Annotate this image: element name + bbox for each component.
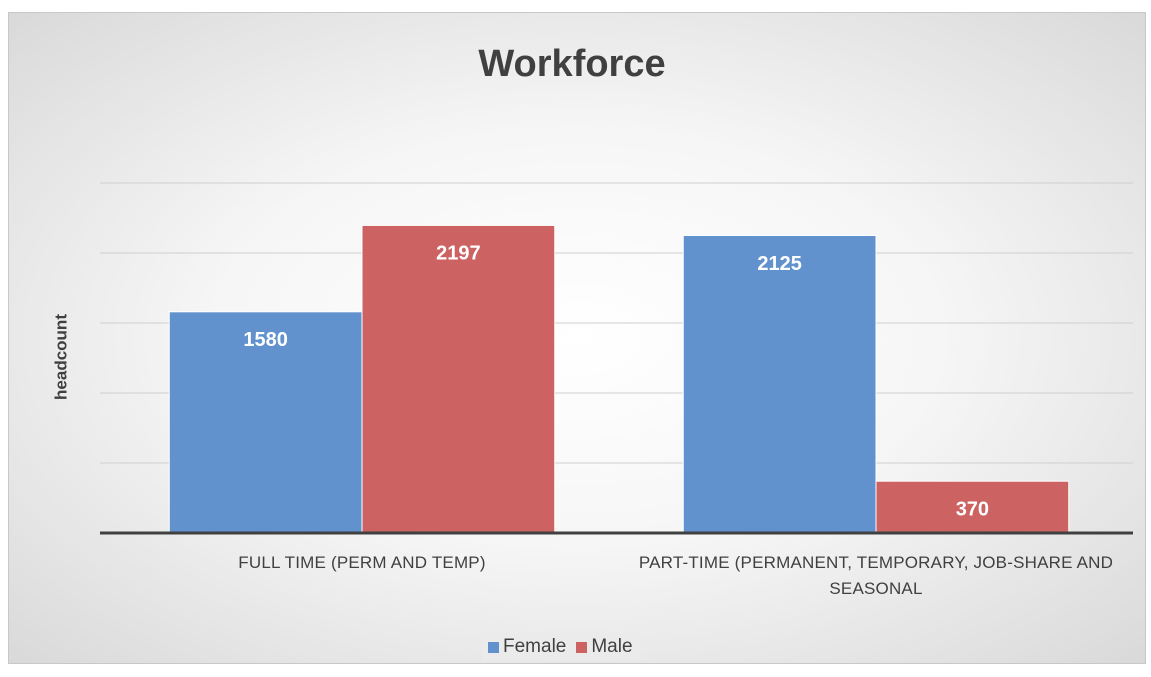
legend: Female Male xyxy=(482,633,639,661)
legend-label: Male xyxy=(591,636,633,657)
legend-swatch xyxy=(488,641,499,653)
bar xyxy=(361,224,556,534)
chart-title: Workforce xyxy=(478,43,665,85)
data-label: 2197 xyxy=(436,243,481,265)
legend-swatch xyxy=(576,641,588,653)
data-label: 1580 xyxy=(243,329,288,351)
x-tick-label: PART-TIME (PERMANENT, TEMPORARY, JOB-SHA… xyxy=(638,553,1114,598)
legend-label: Female xyxy=(503,636,567,657)
x-tick-label: FULL TIME (PERM AND TEMP) xyxy=(238,553,486,572)
data-label: 370 xyxy=(956,498,989,520)
legend-item: Female xyxy=(488,636,566,658)
legend-item: Male xyxy=(576,636,633,658)
bar xyxy=(875,480,1070,534)
y-axis-label: headcount xyxy=(51,314,70,400)
data-label: 2125 xyxy=(757,253,802,275)
bar xyxy=(168,311,363,534)
bar xyxy=(682,235,877,534)
